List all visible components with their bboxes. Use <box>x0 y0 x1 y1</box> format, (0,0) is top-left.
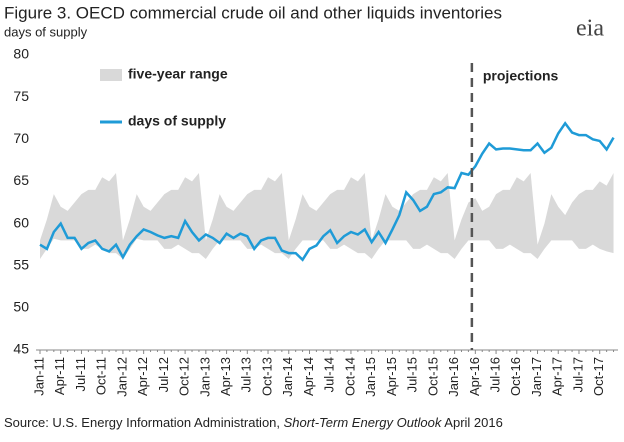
y-tick-label: 45 <box>13 341 29 357</box>
x-tick-label: Apr-12 <box>135 357 150 396</box>
x-tick-label: Jul-13 <box>239 357 254 392</box>
x-tick-label: Jul-11 <box>73 357 88 391</box>
y-tick-label: 70 <box>13 130 29 146</box>
y-tick-label: 65 <box>13 172 29 188</box>
x-tick-label: Jan-13 <box>197 357 212 397</box>
x-tick-label: Jul-17 <box>570 357 585 392</box>
x-tick-label: Apr-11 <box>52 357 67 395</box>
x-tick-label: Jan-16 <box>446 357 461 397</box>
logo: eia <box>576 16 604 42</box>
x-tick-label: Jan-11 <box>31 357 46 396</box>
x-tick-label: Oct-14 <box>342 357 357 396</box>
x-tick-label: Oct-13 <box>259 357 274 396</box>
y-tick-label: 75 <box>13 88 29 104</box>
source-suffix: April 2016 <box>441 415 502 430</box>
x-tick-label: Apr-14 <box>301 357 316 396</box>
x-tick-label: Jan-17 <box>529 357 544 397</box>
x-tick-label: Oct-17 <box>591 357 606 396</box>
source: Source: U.S. Energy Information Administ… <box>4 415 503 430</box>
projection-label: projections <box>483 68 559 84</box>
source-publication: Short-Term Energy Outlook <box>284 415 443 430</box>
legend-label: five-year range <box>128 66 228 82</box>
x-tick-label: Jan-15 <box>363 357 378 397</box>
y-tick-label: 80 <box>13 46 29 62</box>
x-tick-label: Jul-15 <box>405 357 420 392</box>
x-tick-label: Jul-12 <box>156 357 171 392</box>
range-area <box>40 173 614 259</box>
x-tick-label: Oct-11 <box>94 357 109 395</box>
source-prefix: Source: U.S. Energy Information Administ… <box>4 415 284 430</box>
y-tick-label: 50 <box>13 299 29 315</box>
x-tick-label: Apr-13 <box>218 357 233 396</box>
x-tick-label: Oct-12 <box>177 357 192 396</box>
x-tick-label: Jul-16 <box>487 357 502 392</box>
y-tick-label: 55 <box>13 256 29 272</box>
y-axis-label: days of supply <box>4 24 88 39</box>
x-tick-label: Jul-14 <box>322 357 337 392</box>
legend-swatch <box>100 69 122 81</box>
x-tick-label: Apr-17 <box>550 357 565 396</box>
x-tick-label: Apr-16 <box>467 357 482 396</box>
line <box>39 121 615 262</box>
y-tick-label: 60 <box>13 214 29 230</box>
legend-label: days of supply <box>128 113 226 129</box>
chart-title: Figure 3. OECD commercial crude oil and … <box>4 3 502 22</box>
x-tick-label: Oct-15 <box>425 357 440 396</box>
x-tick-label: Apr-15 <box>384 357 399 396</box>
x-tick-label: Jan-12 <box>114 357 129 397</box>
x-tick-label: Jan-14 <box>280 357 295 397</box>
x-tick-label: Oct-16 <box>508 357 523 396</box>
